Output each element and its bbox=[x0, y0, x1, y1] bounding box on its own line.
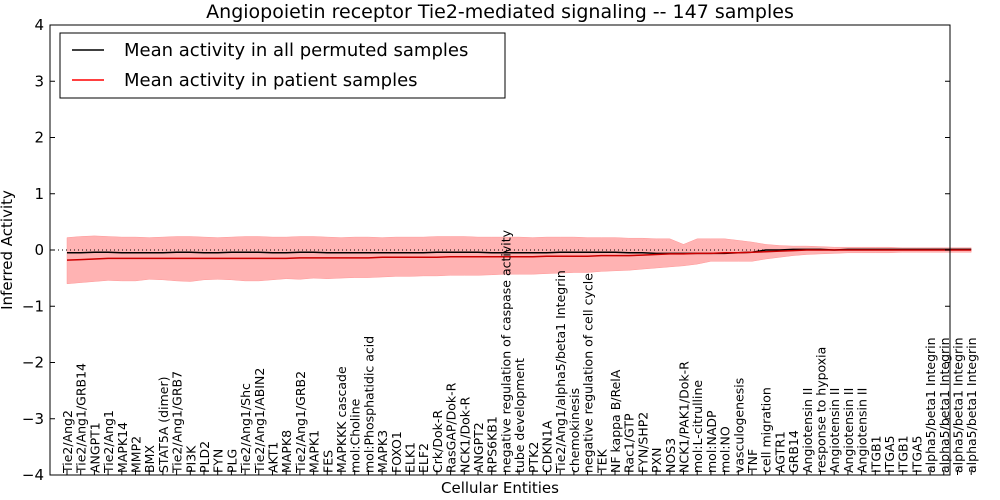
x-tick-label: Rac1/GTP bbox=[622, 413, 637, 473]
x-tick-label: MAPK3 bbox=[375, 430, 390, 473]
x-tick-label: MAPK1 bbox=[307, 430, 322, 473]
x-tick-label: Angiotensin II bbox=[800, 388, 815, 473]
x-tick-label: mol:Choline bbox=[348, 398, 363, 473]
x-tick-label: Crk/Dok-R bbox=[430, 410, 445, 473]
x-tick-label: CDKN1A bbox=[540, 420, 555, 473]
x-tick-label: PXN bbox=[649, 448, 664, 473]
x-tick-label: ELK1 bbox=[403, 442, 418, 473]
x-tick-label: TNF bbox=[745, 449, 760, 474]
x-axis-label: Cellular Entities bbox=[441, 479, 559, 497]
x-tick-label: mol:L-citrulline bbox=[690, 380, 705, 473]
chart-title: Angiopoietin receptor Tie2-mediated sign… bbox=[206, 1, 794, 23]
x-tick-label: FOXO1 bbox=[389, 431, 404, 473]
x-tick-label: cell migration bbox=[759, 387, 774, 473]
legend-label: Mean activity in all permuted samples bbox=[124, 40, 468, 61]
x-tick-label: mol:NO bbox=[718, 426, 733, 473]
x-tick-label: TEK bbox=[594, 448, 609, 474]
x-tick-label: NCK1/PAK1/Dok-R bbox=[677, 361, 692, 473]
x-tick-label: Tie2/Ang1/Shc bbox=[238, 383, 253, 474]
x-tick-label: MMP2 bbox=[129, 436, 144, 473]
x-tick-label: vasculogenesis bbox=[731, 378, 746, 473]
legend-label: Mean activity in patient samples bbox=[124, 70, 418, 91]
x-tick-label: BMX bbox=[142, 445, 157, 473]
x-tick-label: negative regulation of caspase activity bbox=[498, 229, 513, 473]
x-tick-label: negative regulation of cell cycle bbox=[581, 273, 596, 473]
x-tick-label: alpha5/beta1 Integrin bbox=[923, 337, 938, 473]
x-tick-label: PLG bbox=[224, 449, 239, 473]
x-tick-label: response to hypoxia bbox=[814, 347, 829, 473]
x-tick-label: Tie2/Ang2 bbox=[60, 410, 75, 474]
x-tick-label: mol:Phosphatidic acid bbox=[361, 336, 376, 473]
x-tick-label: FYN/SHP2 bbox=[635, 412, 650, 473]
x-tick-label: FYN bbox=[211, 449, 226, 473]
x-tick-label: mol:NADP bbox=[704, 410, 719, 473]
x-tick-label: Tie2/Ang1 bbox=[101, 410, 116, 474]
x-tick-label: alpha5/beta1 Integrin bbox=[951, 337, 966, 473]
x-tick-label: MAPK8 bbox=[279, 430, 294, 473]
x-tick-label: MAPKKK cascade bbox=[334, 366, 349, 473]
patient-activity-band bbox=[66, 235, 972, 285]
x-tick-label: NF kappa B/RelA bbox=[608, 369, 623, 473]
x-tick-label: Tie2/Ang1/GRB7 bbox=[170, 371, 185, 474]
y-axis-label: Inferred Activity bbox=[0, 190, 16, 310]
x-tick-label: ANGPT1 bbox=[87, 422, 102, 473]
x-tick-label: Angiotensin II bbox=[827, 388, 842, 473]
x-tick-label: chemokinesis bbox=[567, 388, 582, 473]
x-tick-label: ELF2 bbox=[416, 443, 431, 473]
y-tick-label: −2 bbox=[22, 354, 44, 372]
x-tick-label: MAPK14 bbox=[115, 422, 130, 473]
x-tick-label: Tie2/Ang1/GRB2 bbox=[293, 371, 308, 474]
x-tick-label: tube development bbox=[512, 358, 527, 473]
x-tick-label: RasGAP/Dok-R bbox=[444, 382, 459, 473]
x-tick-label: PTK2 bbox=[526, 442, 541, 473]
x-tick-label: AGTR1 bbox=[772, 431, 787, 473]
x-tick-label: ITGB1 bbox=[868, 435, 883, 473]
x-tick-label: alpha5/beta1 Integrin bbox=[937, 337, 952, 473]
x-tick-label: RPS6KB1 bbox=[485, 416, 500, 473]
x-tick-label: alpha5/beta1 Integrin bbox=[964, 337, 979, 473]
y-tick-label: −1 bbox=[22, 297, 44, 315]
x-tick-label: ITGB1 bbox=[896, 435, 911, 473]
y-tick-label: −4 bbox=[22, 466, 44, 484]
x-tick-label: FES bbox=[320, 450, 335, 473]
patient-mean-line bbox=[66, 249, 972, 261]
x-tick-label: Angiotensin II bbox=[841, 388, 856, 473]
x-tick-label: GRB14 bbox=[786, 430, 801, 473]
y-tick-label: 0 bbox=[34, 241, 44, 259]
y-tick-label: 3 bbox=[34, 72, 44, 90]
y-tick-label: 2 bbox=[34, 129, 44, 147]
legend-box bbox=[59, 32, 506, 99]
x-tick-label: NCK1/Dok-R bbox=[457, 397, 472, 473]
x-tick-label: AKT1 bbox=[266, 442, 281, 473]
x-tick-label: STAT5A (dimer) bbox=[156, 377, 171, 473]
x-tick-label: NOS3 bbox=[663, 438, 678, 473]
x-tick-label: Tie2/Ang1/ABIN2 bbox=[252, 368, 267, 474]
x-tick-label: Tie2/Ang1/GRB14 bbox=[74, 363, 89, 474]
x-tick-label: ITGA5 bbox=[882, 435, 897, 473]
y-tick-label: 4 bbox=[34, 16, 44, 34]
y-tick-label: −3 bbox=[22, 410, 44, 428]
y-tick-label: 1 bbox=[34, 185, 44, 203]
x-tick-label: Tie2/Ang1/alpha5/beta1 Integrin bbox=[553, 270, 568, 474]
x-tick-label: PI3K bbox=[183, 445, 198, 473]
x-tick-label: PLD2 bbox=[197, 441, 212, 473]
x-tick-label: Angiotensin II bbox=[855, 388, 870, 473]
x-tick-label: ITGA5 bbox=[909, 435, 924, 473]
x-tick-label: ANGPT2 bbox=[471, 422, 486, 473]
